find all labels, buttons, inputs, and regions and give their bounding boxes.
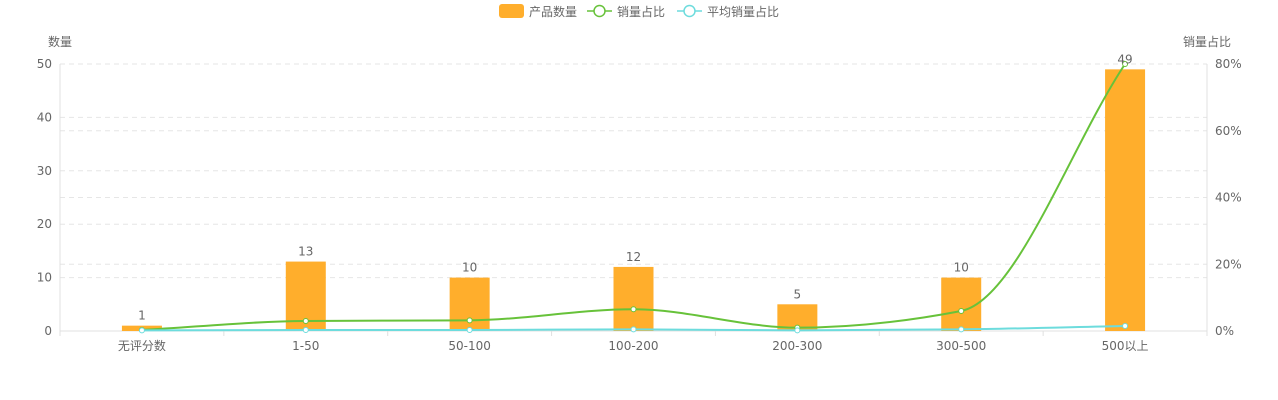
y-right-axis-title: 销量占比	[1183, 34, 1231, 49]
y-left-tick-label: 30	[37, 164, 52, 178]
y-right-tick-label: 20%	[1215, 257, 1242, 271]
grid-lines	[60, 63, 1207, 279]
line-point-0-1[interactable]	[302, 317, 309, 324]
line-point-0-3[interactable]	[630, 306, 637, 313]
bar-data-label: 10	[954, 261, 969, 275]
y-left-axis-title: 数量	[48, 34, 72, 49]
line-point-1-0[interactable]	[138, 327, 145, 334]
bar-data-label: 1	[138, 309, 146, 323]
bar-5[interactable]	[941, 277, 982, 331]
y-right-tick-label: 40%	[1215, 191, 1242, 205]
x-tick-label: 500以上	[1102, 339, 1149, 353]
legend-item-product-count[interactable]: 产品数量	[499, 4, 577, 19]
legend-marker-sales-share	[593, 4, 606, 18]
legend-item-avg-sales-share[interactable]: 平均销量占比	[677, 4, 779, 19]
bar-data-label: 13	[298, 245, 313, 259]
bar-6[interactable]	[1105, 69, 1146, 331]
line-point-1-6[interactable]	[1122, 322, 1129, 329]
legend-marker-avg-sales-share	[683, 4, 696, 18]
y-right-tick-label: 80%	[1215, 57, 1242, 71]
x-tick-label: 200-300	[772, 339, 822, 353]
bar-data-label: 5	[794, 287, 802, 301]
legend-label-avg-sales-share: 平均销量占比	[707, 4, 779, 19]
line-point-1-3[interactable]	[630, 326, 637, 333]
x-tick-label: 无评分数	[118, 338, 166, 353]
bar-data-label: 12	[626, 250, 641, 264]
x-tick-label: 300-500	[936, 339, 986, 353]
line-point-1-2[interactable]	[466, 326, 473, 333]
y-right-tick-label: 0%	[1215, 324, 1234, 338]
line-point-0-5[interactable]	[958, 307, 965, 314]
y-left-tick-label: 20	[37, 217, 52, 231]
bar-data-label: 10	[462, 261, 477, 275]
y-left-tick-label: 0	[44, 324, 52, 338]
x-tick-label: 1-50	[292, 339, 319, 353]
y-left-tick-label: 40	[37, 110, 52, 124]
line-point-0-6[interactable]	[1122, 61, 1129, 67]
x-tick-label: 50-100	[448, 339, 491, 353]
y-right-tick-label: 60%	[1215, 124, 1242, 138]
line-point-1-1[interactable]	[302, 326, 309, 333]
line-point-1-5[interactable]	[958, 326, 965, 333]
bar-data-label: 49	[1117, 52, 1132, 66]
legend-label-product-count: 产品数量	[529, 4, 577, 19]
x-tick-label: 100-200	[608, 339, 658, 353]
legend-label-sales-share: 销量占比	[617, 4, 665, 19]
y-left-tick-label: 50	[37, 57, 52, 71]
bar-3[interactable]	[613, 266, 654, 331]
legend-item-sales-share[interactable]: 销量占比	[587, 4, 665, 19]
legend: 产品数量 销量占比 平均销量占比	[499, 4, 779, 19]
y-left-tick-label: 10	[37, 271, 52, 285]
tick-and-data-labels: 0 10 20 30 40 50 0% 20% 40% 60% 80% 无评分数 1-50 50-100 1…	[37, 52, 1242, 353]
legend-swatch-product-count	[499, 4, 524, 18]
line-series	[138, 61, 1129, 334]
line-point-0-2[interactable]	[466, 317, 473, 324]
line-point-1-4[interactable]	[794, 327, 801, 334]
